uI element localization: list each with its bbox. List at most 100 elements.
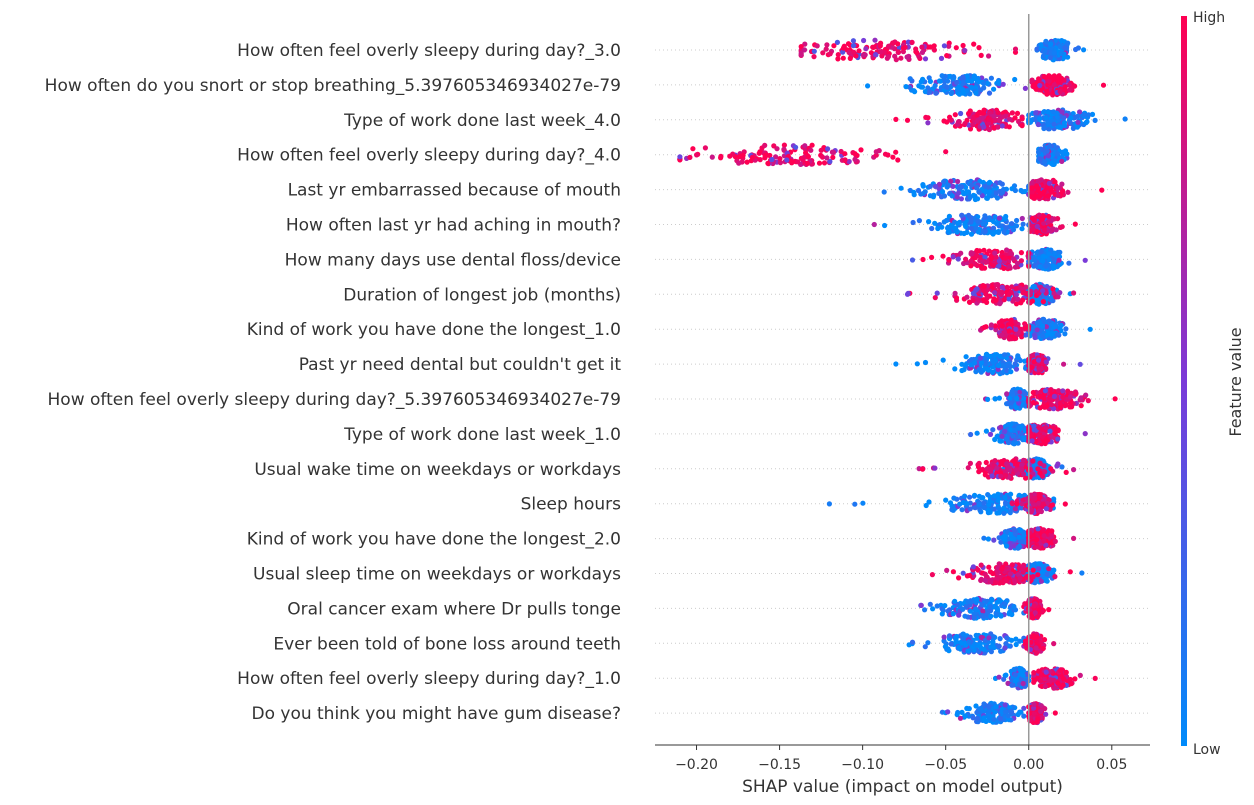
shap-point	[1046, 257, 1052, 263]
shap-point	[1053, 227, 1059, 233]
shap-point	[1073, 391, 1079, 397]
shap-point	[1020, 564, 1026, 571]
shap-point	[1009, 389, 1015, 395]
shap-point	[1048, 188, 1054, 194]
shap-point	[1040, 253, 1046, 260]
shap-point	[856, 48, 862, 54]
shap-point	[925, 85, 931, 91]
shap-point	[1048, 160, 1054, 166]
shap-point	[967, 506, 973, 512]
shap-point	[1089, 111, 1096, 117]
shap-point	[1002, 428, 1008, 434]
shap-point	[1038, 42, 1044, 48]
shap-point	[1056, 257, 1062, 263]
shap-point	[1010, 297, 1016, 303]
shap-point	[996, 263, 1002, 269]
shap-point	[1050, 256, 1056, 262]
shap-point	[977, 248, 983, 254]
shap-point	[1083, 392, 1089, 398]
shap-point	[1050, 76, 1056, 83]
shap-point	[1071, 467, 1077, 473]
shap-point	[1059, 109, 1065, 115]
shap-point	[835, 56, 841, 62]
shap-point	[808, 147, 814, 153]
shap-point	[1031, 358, 1037, 365]
shap-point	[1004, 391, 1010, 397]
shap-point	[1006, 421, 1012, 428]
shap-point	[978, 576, 985, 582]
shap-point	[1011, 578, 1017, 584]
shap-point	[964, 88, 970, 94]
shap-point	[986, 116, 992, 122]
shap-point	[1052, 323, 1058, 329]
shap-point	[998, 473, 1004, 479]
shap-point	[853, 53, 859, 59]
shap-point	[1018, 300, 1024, 306]
shap-point	[840, 49, 846, 55]
shap-point	[811, 54, 817, 60]
shap-point	[988, 613, 994, 619]
shap-point	[1009, 321, 1015, 327]
shap-point	[962, 613, 968, 619]
shap-point	[989, 597, 995, 603]
shap-point	[974, 252, 980, 258]
shap-point	[967, 608, 974, 614]
shap-point	[893, 361, 899, 367]
shap-point	[1061, 361, 1067, 367]
shap-point	[1057, 124, 1063, 130]
shap-point	[984, 259, 990, 265]
shap-point	[677, 154, 683, 160]
shap-point	[890, 154, 896, 160]
shap-point	[988, 75, 995, 81]
shap-point	[1054, 331, 1060, 338]
shap-point	[1062, 331, 1068, 337]
shap-point	[1001, 297, 1007, 303]
shap-point	[1055, 75, 1061, 81]
shap-point	[1016, 534, 1022, 540]
shap-point	[1068, 115, 1074, 121]
shap-point	[1013, 292, 1020, 298]
shap-point	[922, 359, 929, 366]
shap-point	[781, 142, 788, 148]
shap-point	[954, 194, 960, 200]
shap-point	[947, 114, 953, 120]
shap-point	[934, 290, 940, 296]
shap-point	[960, 74, 966, 80]
shap-point	[900, 45, 906, 51]
shap-point	[1000, 81, 1006, 87]
shap-point	[1037, 82, 1043, 89]
shap-point	[1010, 256, 1016, 262]
shap-point	[831, 43, 837, 49]
shap-point	[1060, 388, 1066, 394]
shap-point	[968, 263, 974, 269]
shap-point	[1055, 185, 1061, 191]
shap-point	[985, 492, 991, 498]
shap-point	[934, 603, 940, 609]
shap-point	[927, 78, 934, 84]
shap-point	[1051, 406, 1057, 412]
shap-point	[955, 190, 962, 196]
shap-point	[1063, 326, 1069, 332]
shap-point	[1059, 224, 1065, 230]
shap-point	[974, 262, 980, 269]
shap-point	[840, 45, 847, 51]
shap-point	[929, 572, 936, 578]
shap-point	[1030, 563, 1036, 569]
shap-point	[1079, 570, 1085, 576]
shap-point	[1047, 398, 1053, 404]
shap-point	[980, 221, 986, 227]
shap-point	[977, 355, 984, 361]
shap-point	[986, 564, 992, 570]
shap-point	[1030, 389, 1036, 396]
shap-point	[718, 153, 724, 159]
shap-point	[1003, 577, 1009, 584]
shap-point	[1011, 441, 1017, 447]
shap-point	[922, 56, 929, 62]
shap-point	[1057, 404, 1063, 411]
shap-point	[981, 80, 987, 87]
shap-point	[944, 119, 950, 125]
shap-point	[1057, 325, 1063, 331]
shap-point	[878, 49, 884, 55]
shap-point	[995, 79, 1002, 85]
shap-point	[951, 495, 957, 501]
